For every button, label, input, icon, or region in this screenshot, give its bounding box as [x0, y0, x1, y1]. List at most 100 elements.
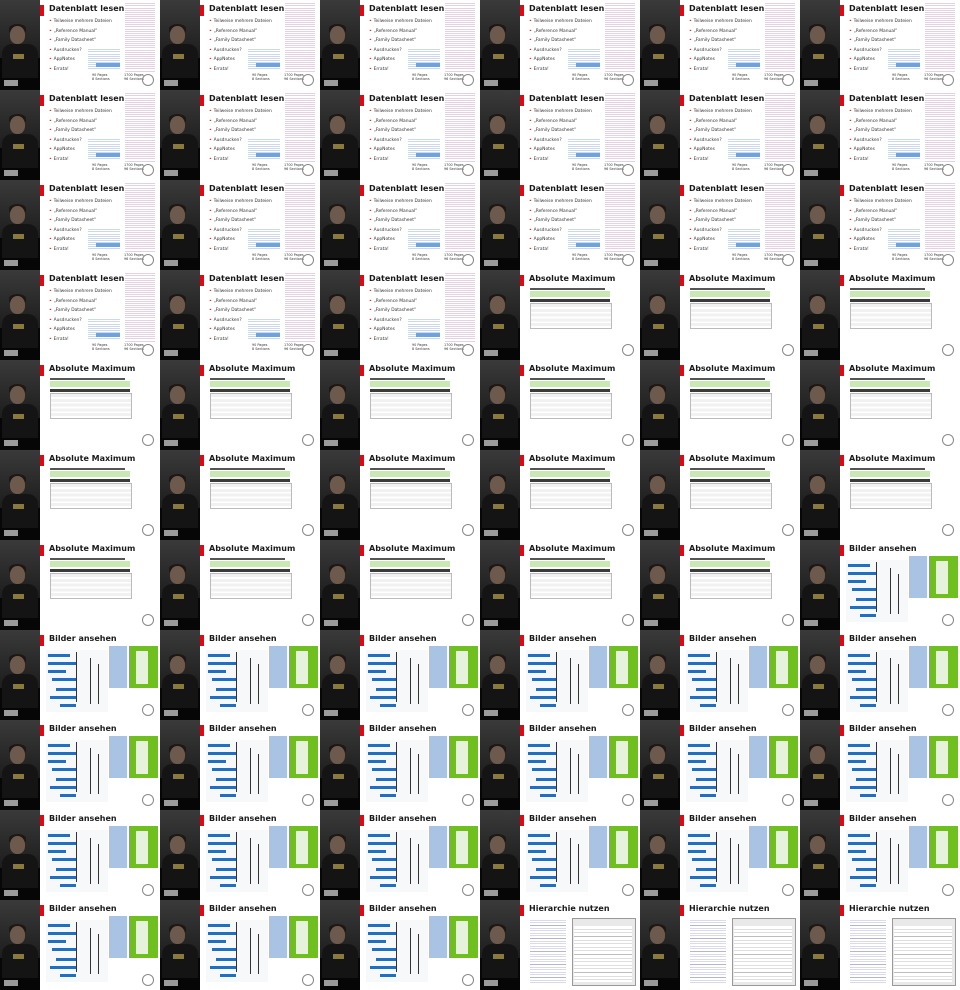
diagram-bus-line	[850, 876, 876, 879]
video-thumbnail-absolute[interactable]: Absolute Maximum	[640, 360, 800, 450]
video-thumbnail-absolute[interactable]: Absolute Maximum	[160, 360, 320, 450]
video-thumbnail-datenblatt[interactable]: Datenblatt lesen • Teilweise mehrere Datei…	[320, 270, 480, 360]
slide-title: Datenblatt lesen	[209, 274, 285, 283]
speaker-head	[650, 746, 665, 764]
slide-bullet: • „Family Datasheet“	[849, 128, 897, 134]
channel-logo	[4, 530, 18, 536]
bullet-text: AppNotes	[853, 147, 875, 153]
video-thumbnail-bilder[interactable]: Bilder ansehen	[480, 720, 640, 810]
video-thumbnail-datenblatt[interactable]: Datenblatt lesen • Teilweise mehrere Datei…	[800, 90, 960, 180]
video-thumbnail-hierarchie[interactable]: Hierarchie nutzen	[640, 900, 800, 990]
slide-bullet: • „Reference Manual“	[49, 299, 97, 304]
video-thumbnail-absolute[interactable]: Absolute Maximum	[800, 270, 960, 360]
video-thumbnail-absolute[interactable]: Absolute Maximum	[320, 540, 480, 630]
diagram-bus-line	[852, 858, 876, 861]
video-thumbnail-absolute[interactable]: Absolute Maximum	[0, 360, 160, 450]
bullet-dot-icon: •	[209, 118, 212, 124]
video-thumbnail-absolute[interactable]: Absolute Maximum	[800, 360, 960, 450]
video-thumbnail-datenblatt[interactable]: Datenblatt lesen • Teilweise mehrere Datei…	[800, 180, 960, 270]
diagram-bus-line	[368, 654, 390, 657]
bullet-text: „Family Datasheet“	[853, 128, 897, 134]
video-thumbnail-bilder[interactable]: Bilder ansehen	[640, 630, 800, 720]
video-thumbnail-bilder[interactable]: Bilder ansehen	[800, 540, 960, 630]
slide-bullet: • „Reference Manual“	[689, 209, 737, 214]
video-thumbnail-datenblatt[interactable]: Datenblatt lesen • Teilweise mehrere Datei…	[320, 180, 480, 270]
bullet-dot-icon: •	[209, 208, 212, 214]
video-thumbnail-datenblatt[interactable]: Datenblatt lesen • Teilweise mehrere Datei…	[0, 90, 160, 180]
slide-title: Bilder ansehen	[529, 634, 597, 643]
slide-bullet: • „Family Datasheet“	[49, 218, 96, 223]
video-thumbnail-datenblatt[interactable]: Datenblatt lesen • Teilweise mehrere Datei…	[480, 180, 640, 270]
video-thumbnail-datenblatt[interactable]: Datenblatt lesen • Teilweise mehrere Datei…	[160, 0, 320, 90]
video-thumbnail-hierarchie[interactable]: Hierarchie nutzen	[800, 900, 960, 990]
video-thumbnail-bilder[interactable]: Bilder ansehen	[320, 720, 480, 810]
video-thumbnail-bilder[interactable]: Bilder ansehen	[800, 630, 960, 720]
slide-bullet: • Errata!	[49, 157, 69, 162]
video-thumbnail-absolute[interactable]: Absolute Maximum	[0, 540, 160, 630]
video-thumbnail-bilder[interactable]: Bilder ansehen	[800, 810, 960, 900]
video-thumbnail-datenblatt[interactable]: Datenblatt lesen • Teilweise mehrere Datei…	[800, 0, 960, 90]
bullet-text: Ausdrucken?	[853, 47, 882, 53]
video-thumbnail-bilder[interactable]: Bilder ansehen	[0, 630, 160, 720]
video-thumbnail-datenblatt[interactable]: Datenblatt lesen • Teilweise mehrere Datei…	[320, 90, 480, 180]
video-thumbnail-absolute[interactable]: Absolute Maximum	[480, 540, 640, 630]
video-thumbnail-bilder[interactable]: Bilder ansehen	[0, 810, 160, 900]
video-thumbnail-bilder[interactable]: Bilder ansehen	[640, 810, 800, 900]
diagram-connector	[90, 928, 91, 974]
video-thumbnail-bilder[interactable]: Bilder ansehen	[160, 630, 320, 720]
video-thumbnail-absolute[interactable]: Absolute Maximum	[320, 360, 480, 450]
video-thumbnail-absolute[interactable]: Absolute Maximum	[640, 540, 800, 630]
video-thumbnail-hierarchie[interactable]: Hierarchie nutzen	[480, 900, 640, 990]
video-thumbnail-datenblatt[interactable]: Datenblatt lesen • Teilweise mehrere Datei…	[640, 0, 800, 90]
video-thumbnail-absolute[interactable]: Absolute Maximum	[480, 450, 640, 540]
bullet-dot-icon: •	[689, 218, 692, 224]
video-thumbnail-bilder[interactable]: Bilder ansehen	[160, 900, 320, 990]
speaker-head	[490, 116, 505, 134]
table-header-row	[50, 389, 130, 392]
bullet-dot-icon: •	[209, 218, 212, 224]
bullet-text: „Reference Manual“	[373, 298, 418, 304]
video-thumbnail-bilder[interactable]: Bilder ansehen	[320, 630, 480, 720]
video-thumbnail-datenblatt[interactable]: Datenblatt lesen • Teilweise mehrere Datei…	[160, 270, 320, 360]
video-thumbnail-absolute[interactable]: Absolute Maximum	[800, 450, 960, 540]
corner-logo-icon	[942, 884, 954, 896]
diagram-bus-line	[696, 688, 716, 691]
bullet-text: AppNotes	[213, 237, 235, 243]
toc-list	[925, 2, 955, 72]
video-thumbnail-absolute[interactable]: Absolute Maximum	[0, 450, 160, 540]
video-thumbnail-absolute[interactable]: Absolute Maximum	[640, 450, 800, 540]
video-thumbnail-bilder[interactable]: Bilder ansehen	[320, 900, 480, 990]
video-thumbnail-datenblatt[interactable]: Datenblatt lesen • Teilweise mehrere Datei…	[480, 90, 640, 180]
video-thumbnail-datenblatt[interactable]: Datenblatt lesen • Teilweise mehrere Datei…	[480, 0, 640, 90]
video-thumbnail-bilder[interactable]: Bilder ansehen	[0, 720, 160, 810]
bullet-text: Errata!	[693, 67, 709, 72]
video-thumbnail-absolute[interactable]: Absolute Maximum	[480, 360, 640, 450]
video-thumbnail-bilder[interactable]: Bilder ansehen	[0, 900, 160, 990]
datasheet-table	[370, 483, 452, 509]
video-thumbnail-absolute[interactable]: Absolute Maximum	[160, 540, 320, 630]
video-thumbnail-datenblatt[interactable]: Datenblatt lesen • Teilweise mehrere Datei…	[640, 90, 800, 180]
diagram-bus-line	[848, 572, 876, 575]
video-thumbnail-bilder[interactable]: Bilder ansehen	[480, 810, 640, 900]
video-thumbnail-bilder[interactable]: Bilder ansehen	[640, 720, 800, 810]
video-thumbnail-datenblatt[interactable]: Datenblatt lesen • Teilweise mehrere Datei…	[0, 0, 160, 90]
video-thumbnail-datenblatt[interactable]: Datenblatt lesen • Teilweise mehrere Datei…	[640, 180, 800, 270]
video-thumbnail-datenblatt[interactable]: Datenblatt lesen • Teilweise mehrere Datei…	[160, 90, 320, 180]
video-thumbnail-datenblatt[interactable]: Datenblatt lesen • Teilweise mehrere Datei…	[160, 180, 320, 270]
video-thumbnail-bilder[interactable]: Bilder ansehen	[480, 630, 640, 720]
video-thumbnail-absolute[interactable]: Absolute Maximum	[640, 270, 800, 360]
video-thumbnail-bilder[interactable]: Bilder ansehen	[800, 720, 960, 810]
video-thumbnail-datenblatt[interactable]: Datenblatt lesen • Teilweise mehrere Datei…	[0, 180, 160, 270]
video-thumbnail-absolute[interactable]: Absolute Maximum	[480, 270, 640, 360]
video-thumbnail-bilder[interactable]: Bilder ansehen	[160, 810, 320, 900]
slide-accent-bar	[520, 815, 524, 826]
video-thumbnail-datenblatt[interactable]: Datenblatt lesen • Teilweise mehrere Datei…	[0, 270, 160, 360]
video-thumbnail-bilder[interactable]: Bilder ansehen	[160, 720, 320, 810]
video-thumbnail-absolute[interactable]: Absolute Maximum	[320, 450, 480, 540]
video-thumbnail-datenblatt[interactable]: Datenblatt lesen • Teilweise mehrere Datei…	[320, 0, 480, 90]
slide-title: Datenblatt lesen	[849, 4, 925, 13]
bullet-dot-icon: •	[369, 199, 372, 204]
video-thumbnail-bilder[interactable]: Bilder ansehen	[320, 810, 480, 900]
corner-logo-icon	[782, 164, 794, 176]
video-thumbnail-absolute[interactable]: Absolute Maximum	[160, 450, 320, 540]
